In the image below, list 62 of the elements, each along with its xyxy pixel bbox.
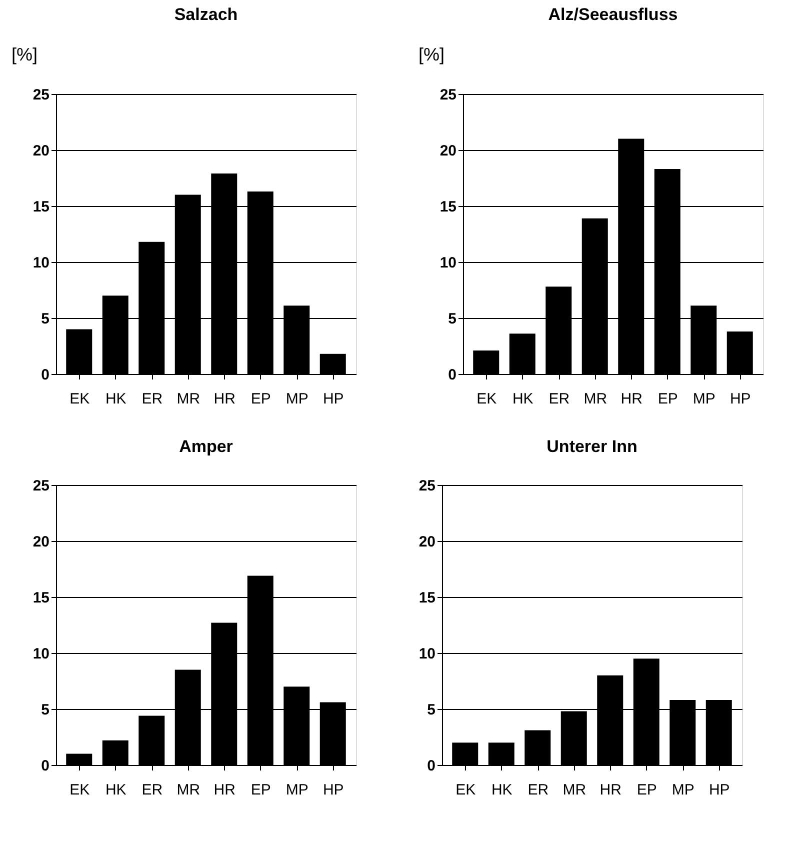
x-tick-label: HP (322, 390, 344, 408)
y-tick-label: 5 (41, 702, 50, 718)
y-tick-label: 15 (32, 198, 50, 216)
x-tick-label: ER (548, 390, 570, 408)
x-tick-label: HR (214, 782, 236, 798)
x-tick-label: HP (730, 390, 751, 408)
y-tick-label: 0 (41, 758, 50, 774)
y-tick-label: 15 (418, 590, 436, 606)
chart-title: Unterer Inn (546, 437, 638, 456)
x-tick-label: HK (512, 390, 534, 408)
x-tick-label: EK (70, 390, 90, 408)
chart-title: Alz/Seeausfluss (548, 5, 678, 24)
y-tick-label: 25 (418, 478, 436, 494)
x-tick-label: MR (584, 390, 608, 408)
x-tick-label: EK (456, 782, 476, 798)
x-tick-label: MR (176, 782, 200, 798)
y-tick-label: 10 (440, 254, 456, 272)
x-tick-label: HK (491, 782, 512, 798)
x-tick-label: EP (250, 390, 271, 408)
y-tick-label: 25 (32, 478, 50, 494)
x-tick-label: MP (286, 782, 308, 798)
y-tick-label: 15 (440, 198, 456, 216)
x-tick-label: EK (70, 782, 90, 798)
y-axis-title: [%] (418, 44, 445, 64)
x-tick-label: EK (476, 390, 497, 408)
y-tick-label: 10 (32, 646, 50, 662)
y-tick-label: 5 (41, 310, 50, 328)
x-tick-label: EP (658, 390, 678, 408)
y-tick-label: 25 (440, 86, 456, 104)
y-tick-label: 25 (32, 86, 50, 104)
x-tick-label: HR (600, 782, 622, 798)
x-tick-label: ER (142, 782, 163, 798)
y-tick-label: 20 (440, 142, 456, 160)
x-tick-label: HR (214, 390, 236, 408)
y-tick-label: 20 (32, 534, 50, 550)
y-tick-label: 5 (427, 702, 436, 718)
y-axis-title: [%] (12, 44, 38, 64)
y-tick-label: 0 (448, 366, 456, 384)
y-tick-label: 0 (427, 758, 436, 774)
x-tick-label: HP (322, 782, 344, 798)
x-tick-label: ER (142, 390, 163, 408)
y-tick-label: 10 (418, 646, 436, 662)
x-tick-label: MP (672, 782, 694, 798)
x-tick-label: HR (620, 390, 643, 408)
x-tick-label: ER (528, 782, 549, 798)
x-tick-label: HK (105, 782, 126, 798)
x-tick-label: HP (708, 782, 730, 798)
y-tick-label: 20 (32, 142, 50, 160)
x-tick-label: EP (636, 782, 657, 798)
x-tick-label: MR (562, 782, 586, 798)
x-tick-label: MP (286, 390, 308, 408)
y-tick-label: 15 (32, 590, 50, 606)
y-tick-label: 10 (32, 254, 50, 272)
x-tick-label: MR (176, 390, 200, 408)
y-tick-label: 0 (41, 366, 50, 384)
y-tick-label: 20 (418, 534, 436, 550)
x-tick-label: EP (250, 782, 271, 798)
x-tick-label: MP (692, 390, 716, 408)
x-tick-label: HK (105, 390, 126, 408)
y-tick-label: 5 (448, 310, 456, 328)
chart-title: Salzach (174, 5, 238, 24)
chart-title: Amper (179, 437, 234, 456)
